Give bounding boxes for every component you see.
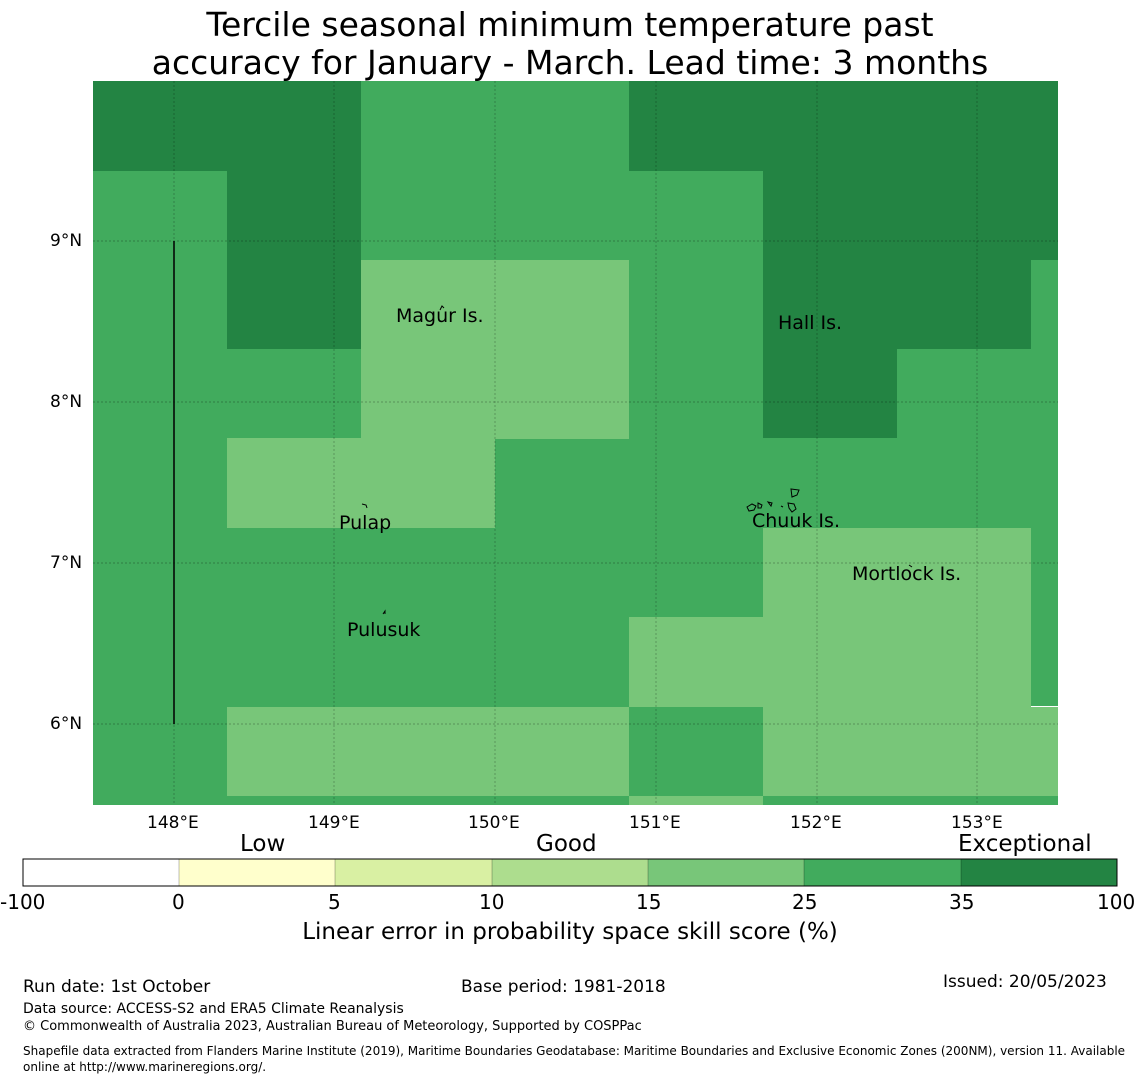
map-cell xyxy=(629,617,763,707)
map-cell xyxy=(93,81,361,171)
shapefile-credit-line-2: online at http://www.marineregions.org/. xyxy=(23,1060,267,1074)
lon-tick-label: 150°E xyxy=(468,813,520,833)
map-cell xyxy=(763,707,1058,796)
island-chuuk-6 xyxy=(780,505,784,508)
island-outlines xyxy=(361,305,913,615)
map-cell xyxy=(1031,260,1058,706)
island-chuuk-1 xyxy=(746,503,757,512)
lon-tick-label: 152°E xyxy=(790,813,842,833)
map-cell xyxy=(361,260,629,439)
map-cell xyxy=(763,796,1058,805)
shapefile-credit: Shapefile data extracted from Flanders M… xyxy=(23,1043,1133,1075)
place-label-mortlock: Mortlock Is. xyxy=(852,563,962,585)
map-cell xyxy=(495,438,629,707)
title-line-1: Tercile seasonal minimum temperature pas… xyxy=(206,5,934,44)
data-source: Data source: ACCESS-S2 and ERA5 Climate … xyxy=(23,1001,404,1017)
lat-tick-label: 6°N xyxy=(50,714,83,734)
colorbar-tick-label: 5 xyxy=(328,890,341,914)
map-cell xyxy=(763,260,1031,349)
copyright: © Commonwealth of Australia 2023, Austra… xyxy=(23,1019,642,1034)
lat-tick-label: 8°N xyxy=(50,392,83,412)
colorbar-tick-label: -100 xyxy=(0,890,46,914)
island-chuuk-2 xyxy=(757,502,763,509)
shapefile-credit-line-1: Shapefile data extracted from Flanders M… xyxy=(23,1044,1126,1058)
map-cell xyxy=(629,171,763,617)
map-cell xyxy=(629,707,763,796)
colorbar-segment-25-35 xyxy=(804,859,961,886)
island-magur xyxy=(439,305,445,311)
colorbar-tick-label: 35 xyxy=(949,890,975,914)
graticule xyxy=(93,81,1058,805)
map-cell xyxy=(93,796,629,805)
map-cell xyxy=(763,349,897,438)
lon-tick-label: 153°E xyxy=(951,813,1003,833)
map-cell xyxy=(227,438,495,528)
map-cell xyxy=(763,438,897,528)
category-label-exceptional: Exceptional xyxy=(958,831,1092,857)
map-cell xyxy=(763,171,1058,260)
map-cell xyxy=(897,349,1031,528)
map-cell xyxy=(629,81,1058,171)
island-chuuk-5 xyxy=(787,502,797,513)
category-label-good: Good xyxy=(536,831,597,857)
place-label-pulap: Pulap xyxy=(339,512,392,534)
map-cell xyxy=(227,528,495,707)
island-pulap xyxy=(361,503,368,509)
map-cell xyxy=(227,171,361,349)
map-cell xyxy=(763,528,1031,707)
colorbar-tick-label: 25 xyxy=(792,890,818,914)
base-period: Base period: 1981-2018 xyxy=(461,977,666,997)
lat-tick-label: 7°N xyxy=(50,553,83,573)
colorbar-tick-label: 100 xyxy=(1097,890,1136,914)
colorbar-title: Linear error in probability space skill … xyxy=(302,919,838,945)
island-mortlock xyxy=(908,564,913,568)
issued-date: Issued: 20/05/2023 xyxy=(943,972,1107,992)
map-cell xyxy=(93,171,227,796)
place-label-chuuk: Chuuk Is. xyxy=(752,510,840,532)
colorbar-segment-15-25 xyxy=(648,859,804,886)
map-cell xyxy=(227,349,361,439)
map-cell xyxy=(361,81,629,260)
colorbar-segment-10-15 xyxy=(492,859,648,886)
colorbar-frame xyxy=(22,858,1118,887)
colorbar-tick-label: 15 xyxy=(636,890,662,914)
lat-tick-label: 9°N xyxy=(50,231,83,251)
colorbar xyxy=(22,858,1118,887)
run-date: Run date: 1st October xyxy=(23,977,211,997)
chart-title: Tercile seasonal minimum temperature pas… xyxy=(0,6,1140,82)
map-grid-cells xyxy=(93,81,1058,805)
place-label-magur: Magur Is. xyxy=(396,305,484,327)
place-label-pulusuk: Pulusuk xyxy=(347,619,421,641)
colorbar-segment-0-5 xyxy=(179,859,335,886)
island-chuuk-4 xyxy=(790,488,800,498)
lon-tick-label: 151°E xyxy=(629,813,681,833)
lon-tick-label: 148°E xyxy=(147,813,199,833)
island-pulusuk xyxy=(382,609,386,615)
colorbar-segment-35-100 xyxy=(961,859,1117,886)
map-cell xyxy=(629,796,763,805)
colorbar-segment-neg100-0 xyxy=(23,859,179,886)
island-chuuk-3 xyxy=(766,501,773,508)
map-cell xyxy=(227,707,629,796)
category-label-low: Low xyxy=(240,831,286,857)
colorbar-segment-5-10 xyxy=(335,859,492,886)
lon-tick-label: 149°E xyxy=(308,813,360,833)
title-line-2: accuracy for January - March. Lead time:… xyxy=(151,43,989,82)
colorbar-tick-label: 10 xyxy=(479,890,505,914)
place-label-hall: Hall Is. xyxy=(778,312,843,334)
colorbar-tick-label: 0 xyxy=(172,890,185,914)
